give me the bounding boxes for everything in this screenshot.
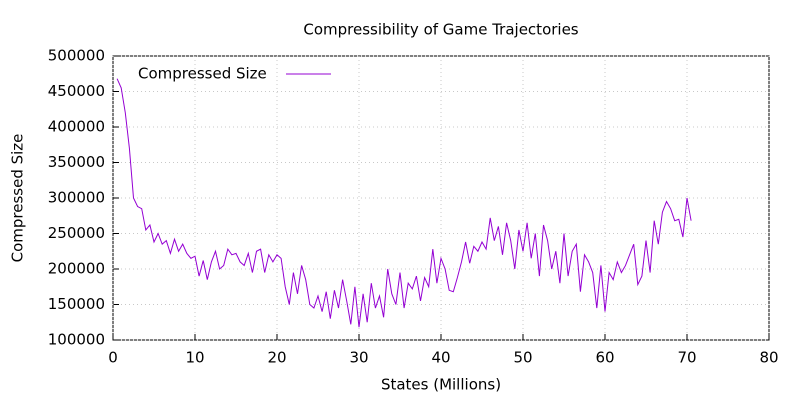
x-tick-label: 60 xyxy=(595,349,614,367)
x-tick-label: 10 xyxy=(185,349,204,367)
y-tick-label: 500000 xyxy=(48,47,105,65)
legend-label: Compressed Size xyxy=(138,65,267,83)
y-tick-label: 100000 xyxy=(48,331,105,349)
y-tick-label: 350000 xyxy=(48,153,105,171)
x-tick-label: 40 xyxy=(431,349,450,367)
chart-title: Compressibility of Game Trajectories xyxy=(303,21,578,39)
y-tick-label: 300000 xyxy=(48,189,105,207)
x-tick-label: 50 xyxy=(513,349,532,367)
y-tick-label: 200000 xyxy=(48,260,105,278)
x-tick-label: 20 xyxy=(267,349,286,367)
x-tick-label: 70 xyxy=(677,349,696,367)
x-tick-label: 80 xyxy=(759,349,778,367)
y-axis-label: Compressed Size xyxy=(9,134,27,263)
x-tick-label: 0 xyxy=(108,349,118,367)
x-axis-label: States (Millions) xyxy=(381,376,501,394)
y-tick-label: 150000 xyxy=(48,295,105,313)
y-tick-label: 450000 xyxy=(48,82,105,100)
y-tick-label: 250000 xyxy=(48,224,105,242)
x-tick-label: 30 xyxy=(349,349,368,367)
y-tick-label: 400000 xyxy=(48,118,105,136)
data-line xyxy=(116,78,692,328)
